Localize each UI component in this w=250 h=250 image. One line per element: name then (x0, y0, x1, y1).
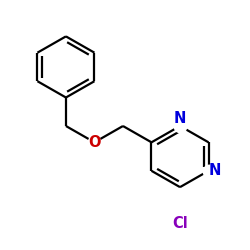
Text: O: O (88, 135, 101, 150)
Text: Cl: Cl (172, 216, 188, 231)
Text: N: N (174, 111, 186, 126)
Text: N: N (208, 163, 221, 178)
